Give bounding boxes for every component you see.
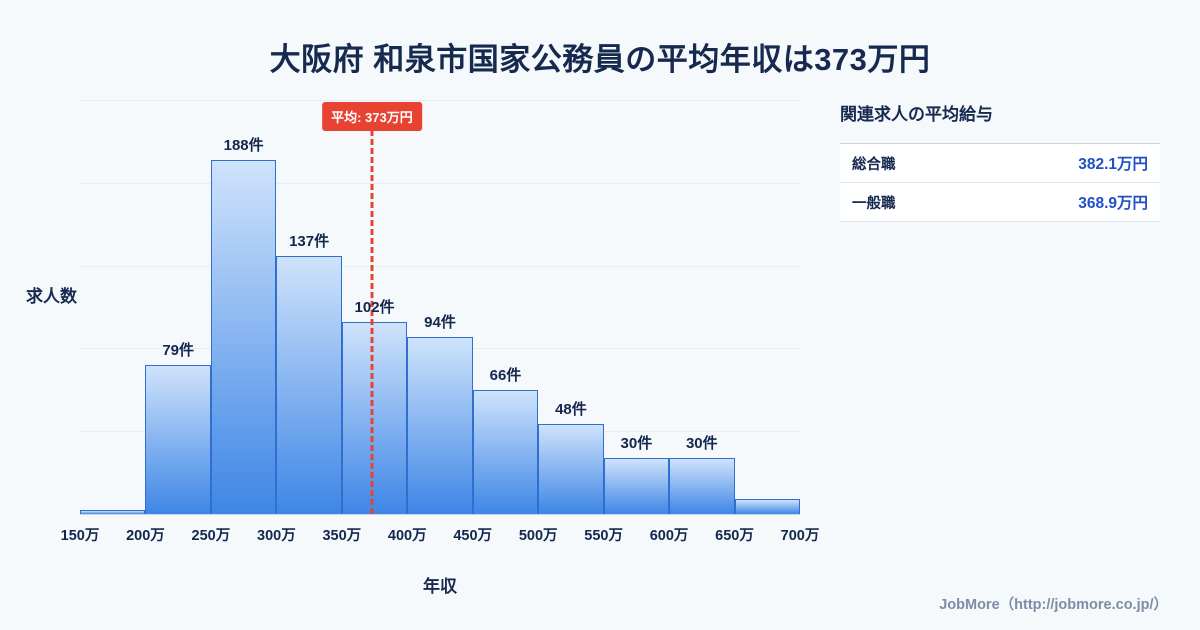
gridline xyxy=(80,100,800,101)
gridline xyxy=(80,182,800,184)
bar xyxy=(341,322,408,514)
bar-label: 30件 xyxy=(685,434,718,452)
job-type-label: 総合職 xyxy=(852,156,896,173)
bar xyxy=(145,365,211,514)
x-tick-label: 300万 xyxy=(257,528,296,544)
x-tick-label: 350万 xyxy=(322,528,362,544)
related-jobs-panel: 関連求人の平均給与 総合職 382.1万円 一般職 368.9万円 xyxy=(840,100,1160,222)
average-badge: 平均: 373万円 xyxy=(322,102,422,131)
bar xyxy=(80,510,146,514)
bar-label: 188件 xyxy=(223,137,264,155)
x-tick-label: 600万 xyxy=(649,528,689,544)
gridline xyxy=(80,265,800,267)
related-jobs-heading: 関連求人の平均給与 xyxy=(840,105,993,124)
bar xyxy=(210,160,277,514)
job-type-label: 一般職 xyxy=(852,195,896,212)
bar xyxy=(472,389,539,514)
x-tick-label: 400万 xyxy=(387,528,427,544)
x-tick-label: 700万 xyxy=(780,528,820,544)
bar xyxy=(407,337,473,514)
x-tick-label: 550万 xyxy=(584,528,623,544)
average-line xyxy=(370,130,374,514)
job-salary-value: 368.9万円 xyxy=(1078,195,1148,212)
jobmore-credit: JobMore（http://jobmore.co.jp/） xyxy=(939,597,1168,613)
table-row: 総合職 382.1万円 xyxy=(840,144,1160,183)
bar-label: 137件 xyxy=(289,233,330,251)
table-row: 一般職 368.9万円 xyxy=(840,183,1160,222)
x-tick-label: 250万 xyxy=(191,528,231,544)
bar xyxy=(276,256,342,514)
related-jobs-table: 総合職 382.1万円 一般職 368.9万円 xyxy=(840,143,1160,222)
bar xyxy=(734,498,800,514)
bar-label: 48件 xyxy=(555,400,587,418)
x-axis-ticks: 150万 200万 250万 300万 350万 400万 450万 500万 550万 600万… xyxy=(61,524,820,544)
x-tick-label: 450万 xyxy=(453,528,493,544)
bar-label: 94件 xyxy=(424,314,456,332)
bar-label: 79件 xyxy=(162,342,195,360)
bar-label: 102件 xyxy=(354,299,395,317)
x-tick-label: 150万 xyxy=(60,528,100,544)
page-title: 大阪府 和泉市国家公務員の平均年収は373万円 xyxy=(269,42,931,77)
x-tick-label: 500万 xyxy=(518,528,558,544)
y-axis-label: 求人数 xyxy=(26,287,77,306)
bar-label: 30件 xyxy=(620,434,653,452)
bar xyxy=(538,423,604,514)
job-salary-value: 382.1万円 xyxy=(1078,156,1148,173)
x-tick-label: 650万 xyxy=(715,528,754,544)
bar-label: 66件 xyxy=(489,366,522,384)
x-axis-label: 年収 xyxy=(423,577,457,596)
x-tick-label: 200万 xyxy=(126,528,165,544)
bar xyxy=(603,457,670,514)
plot-area: 平均: 373万円 79件 188件 137件 102件 94件 66件 48件 30件 30件 xyxy=(80,100,800,515)
bar xyxy=(669,457,735,514)
